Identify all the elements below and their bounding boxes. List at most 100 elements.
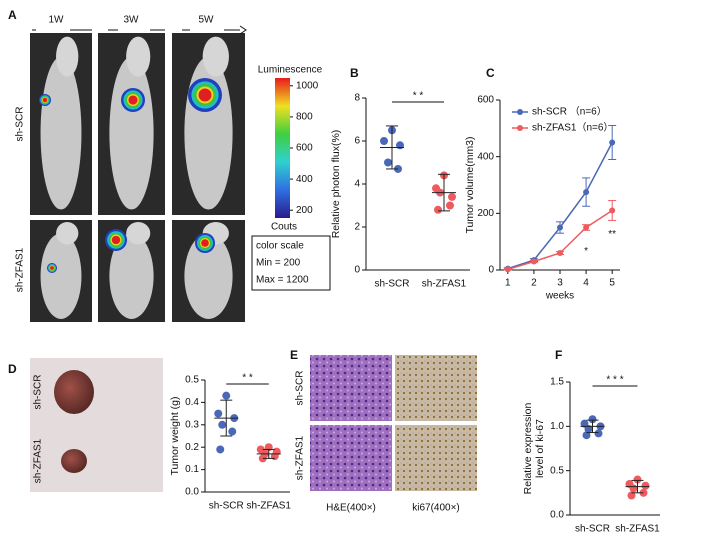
data-point [214,409,223,418]
legend-marker [517,125,523,131]
tumor [61,449,87,473]
y-tick-label: 2 [354,222,360,233]
y-tick-label: 200 [477,208,494,219]
x-tick-label: sh-SCR [575,524,610,535]
row-label: sh-ZFAS1 [15,247,26,292]
mouse-head [56,222,79,245]
series-line [507,209,613,271]
x-tick-label: 2 [531,278,537,289]
panel-letter: F [555,348,562,362]
mouse-body [40,56,82,210]
column-label: ki67(400×) [412,503,460,514]
mouse-head [202,36,229,77]
data-point [609,207,616,214]
data-point [594,429,603,438]
x-tick-label: sh-SCR [374,279,409,290]
luminescence-signal [128,95,138,105]
y-tick-label: 0.4 [185,397,199,408]
row-label: sh-SCR [15,106,26,141]
data-point [448,192,456,201]
histology-image [395,355,477,421]
luminescence-signal [198,88,212,102]
color-bar-title: Luminescence [258,65,323,76]
data-point [530,258,537,265]
y-tick-label: 0.5 [550,465,564,476]
color-scale-text: Min = 200 [256,258,301,269]
significance-label: * * * [606,375,623,386]
data-point [216,445,225,454]
y-tick-label: 400 [477,151,494,162]
mouse-body [109,233,154,319]
row-label: sh-ZFAS1 [33,438,44,483]
luminescence-signal [42,97,48,103]
y-tick-label: 400 [296,174,313,185]
y-tick-label: 1.5 [550,377,564,388]
data-point [446,201,454,210]
data-point [228,427,237,436]
data-point [384,158,392,167]
panel-letter: B [350,66,359,80]
histology-image [310,355,392,421]
data-point [627,491,636,500]
panel-letter: D [8,362,17,376]
significance-label: * * [242,373,253,384]
row-label: sh-ZFAS1 [295,435,306,480]
y-tick-label: 800 [296,112,313,123]
y-axis-label: level of ki-67 [534,419,546,478]
panel-letter: A [8,8,17,22]
data-point [609,139,616,146]
y-tick-label: 200 [296,205,313,216]
timeline-arrow [239,25,247,35]
panel-letter: C [486,66,495,80]
y-tick-label: 0.5 [185,375,199,386]
data-point [588,415,597,424]
data-point [582,431,591,440]
y-tick-label: 0 [354,265,360,276]
legend-label: sh-SCR （n=6） [532,106,607,118]
mouse-head [56,36,79,77]
y-tick-label: 0.0 [550,510,564,521]
luminescence-signal [111,235,121,245]
data-point [583,189,590,196]
data-point [504,266,511,273]
data-point [380,137,388,145]
y-tick-label: 0.0 [185,487,199,498]
y-axis-label: Relative photon flux(%) [330,130,342,239]
data-point [218,420,227,429]
significance-label: * * [413,91,424,102]
data-point [629,484,638,493]
luminescence-signal [50,266,54,270]
y-tick-label: 8 [354,93,360,104]
y-tick-label: 600 [296,143,313,154]
y-axis-label: Tumor volume(mm3) [464,136,476,233]
panel-letter: E [290,348,298,362]
data-point [557,250,563,256]
color-scale-text: color scale [256,241,304,252]
y-tick-label: 0.2 [185,442,199,453]
mouse-head [126,222,151,245]
x-tick-label: 4 [583,278,589,289]
mouse-body [184,233,233,319]
color-scale-box [251,235,331,291]
luminescence-signal [201,239,209,247]
series-line [507,142,613,270]
x-tick-label: sh-ZFAS1 [615,524,660,535]
column-label: 3W [124,15,140,26]
histology-image [310,425,392,491]
x-axis-label: weeks [545,291,574,302]
color-bar [275,78,290,218]
row-label: sh-SCR [33,374,44,409]
data-point [270,452,279,461]
color-bar-unit: Couts [271,222,297,233]
x-tick-label: sh-ZFAS1 [422,279,467,290]
data-point [633,475,642,484]
row-label: sh-SCR [295,370,306,405]
column-label: H&E(400×) [326,503,376,514]
data-point [434,205,442,214]
y-tick-label: 6 [354,136,360,147]
data-point [641,481,650,490]
legend-marker [517,109,523,115]
significance-label: ** [608,229,616,240]
histology-image [395,425,477,491]
